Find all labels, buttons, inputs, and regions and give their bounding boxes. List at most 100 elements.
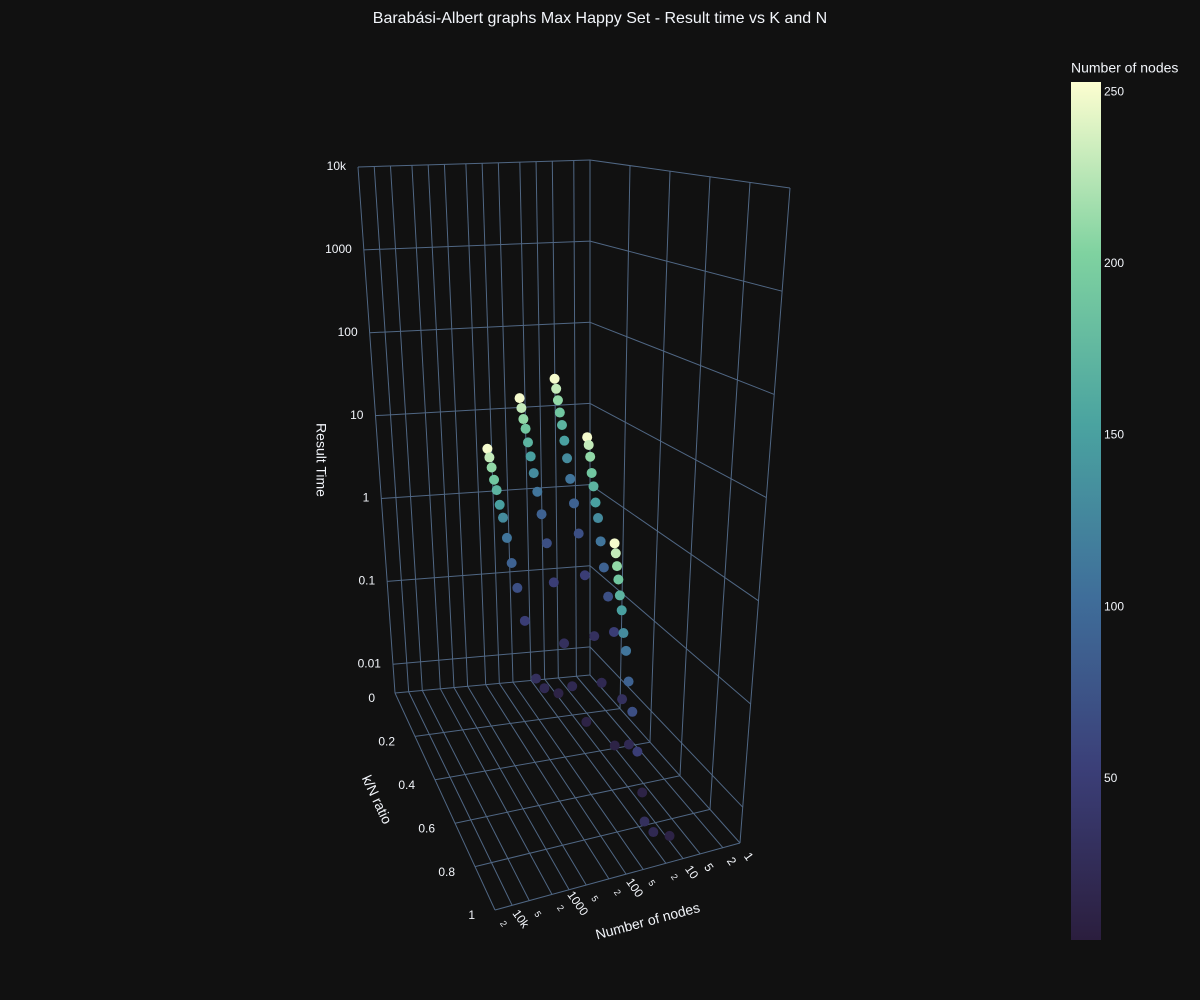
data-point	[582, 432, 593, 443]
data-point	[520, 423, 531, 434]
grid-line	[414, 708, 621, 737]
grid-line	[481, 163, 500, 684]
data-point	[586, 467, 597, 478]
y-tick-label: 1	[468, 908, 475, 922]
x-tick-label: 5	[532, 909, 543, 919]
data-point	[559, 638, 570, 649]
data-point	[618, 628, 629, 639]
grid-line	[535, 161, 546, 680]
data-point	[531, 673, 542, 684]
grid-line	[589, 565, 751, 705]
data-point	[648, 827, 659, 838]
grid-line	[474, 808, 711, 868]
data-point	[609, 538, 620, 549]
data-point	[596, 677, 607, 688]
grid-line	[497, 162, 514, 683]
grid-line	[498, 683, 627, 875]
data-point	[512, 582, 523, 593]
grid-line	[544, 678, 684, 859]
grid-line	[454, 775, 681, 824]
grid-line	[427, 164, 455, 688]
data-point	[539, 683, 550, 694]
x-tick-label: 2	[612, 888, 623, 898]
grid-line	[739, 187, 791, 844]
grid-line	[411, 165, 441, 689]
data-point	[491, 485, 502, 496]
data-point	[637, 787, 648, 798]
z-tick-label: 0.01	[358, 656, 382, 670]
data-point	[565, 473, 576, 484]
data-point	[589, 631, 600, 642]
grid-line	[357, 166, 396, 694]
grid-line	[421, 690, 530, 901]
grid-line	[649, 171, 671, 743]
grid-line	[381, 484, 591, 500]
z-tick-label: 10k	[327, 159, 347, 173]
data-point	[623, 676, 634, 687]
z-tick-label: 1000	[325, 242, 352, 256]
grid-line	[551, 161, 559, 678]
data-point	[559, 435, 570, 446]
chart-title: Barabási-Albert graphs Max Happy Set - R…	[373, 10, 827, 27]
grid-line	[453, 687, 570, 890]
colorbar-tick-label: 150	[1104, 428, 1124, 442]
grid-line	[389, 165, 423, 691]
data-point	[588, 481, 599, 492]
grid-line	[589, 484, 759, 602]
data-point	[497, 512, 508, 523]
grid-line	[530, 680, 667, 864]
grid-line	[709, 182, 751, 810]
data-point	[595, 536, 606, 547]
data-point	[627, 706, 638, 717]
z-tick-label: 1	[363, 491, 370, 505]
grid-line	[589, 159, 791, 189]
grid-line	[575, 675, 724, 849]
grid-line	[357, 159, 591, 168]
data-point	[573, 528, 584, 539]
grid-line	[589, 646, 744, 808]
data-point	[518, 414, 529, 425]
data-point	[554, 407, 565, 418]
y-tick-label: 0.2	[378, 735, 395, 749]
data-point	[610, 548, 621, 559]
data-point	[556, 420, 567, 431]
colorbar-title: Number of nodes	[1071, 60, 1178, 76]
grid-line	[394, 674, 591, 694]
z-axis-title: Result Time	[313, 423, 329, 497]
z-tick-label: 0.1	[358, 574, 375, 588]
data-point	[525, 451, 536, 462]
data-point	[612, 561, 623, 572]
grid-line	[443, 164, 469, 687]
data-point	[616, 605, 627, 616]
grid-line	[465, 163, 487, 685]
data-point	[613, 574, 624, 585]
data-point	[484, 452, 495, 463]
data-point	[608, 626, 619, 637]
x-tick-label: 2	[669, 872, 680, 882]
data-point	[593, 513, 604, 524]
data-point	[603, 591, 614, 602]
data-point	[562, 453, 573, 464]
data-point	[536, 509, 547, 520]
colorbar-tick-label: 100	[1104, 599, 1124, 613]
data-point	[553, 688, 564, 699]
colorbar	[1071, 82, 1101, 940]
y-tick-label: 0.6	[418, 821, 435, 835]
x-tick-label: 5	[646, 878, 657, 888]
data-point	[583, 439, 594, 450]
data-point	[568, 498, 579, 509]
grid-line	[392, 646, 591, 665]
colorbar-tick-label: 50	[1104, 771, 1118, 785]
data-point	[541, 538, 552, 549]
data-point	[514, 393, 525, 404]
data-point	[489, 474, 500, 485]
grid-line	[557, 677, 701, 855]
grid-line	[589, 402, 767, 499]
data-point	[614, 590, 625, 601]
data-point	[632, 746, 643, 757]
colorbar-tick-label: 200	[1104, 256, 1124, 270]
grid-line	[589, 321, 775, 395]
grid-line	[494, 842, 741, 911]
